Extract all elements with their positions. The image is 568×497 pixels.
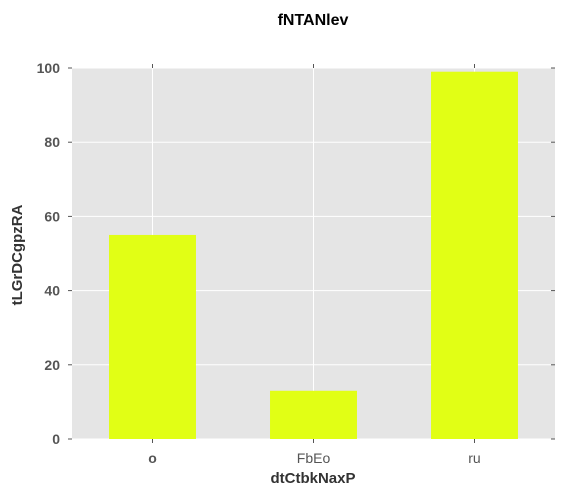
x-tick-label: o xyxy=(148,450,157,466)
chart-title: fNTANlev xyxy=(278,12,349,29)
y-axis-label: tLGrDCgpzRA xyxy=(9,204,26,305)
y-tick-label: 80 xyxy=(44,134,60,150)
y-tick-label: 40 xyxy=(44,283,60,299)
x-tick-label: FbEo xyxy=(297,450,331,466)
x-axis-label: dtCtbkNaxP xyxy=(270,470,355,487)
y-tick-label: 60 xyxy=(44,208,60,224)
bar-ru xyxy=(431,71,518,440)
bars xyxy=(109,71,518,440)
y-tick-label: 100 xyxy=(37,60,61,76)
x-tick-label: ru xyxy=(468,450,480,466)
bar-o xyxy=(109,234,196,439)
y-tick-label: 0 xyxy=(52,431,60,447)
y-tick-label: 20 xyxy=(44,357,60,373)
axis-ticks: 0 20 40 60 80 100 o FbEo ru xyxy=(37,60,555,466)
bar-FbEo xyxy=(270,390,357,439)
